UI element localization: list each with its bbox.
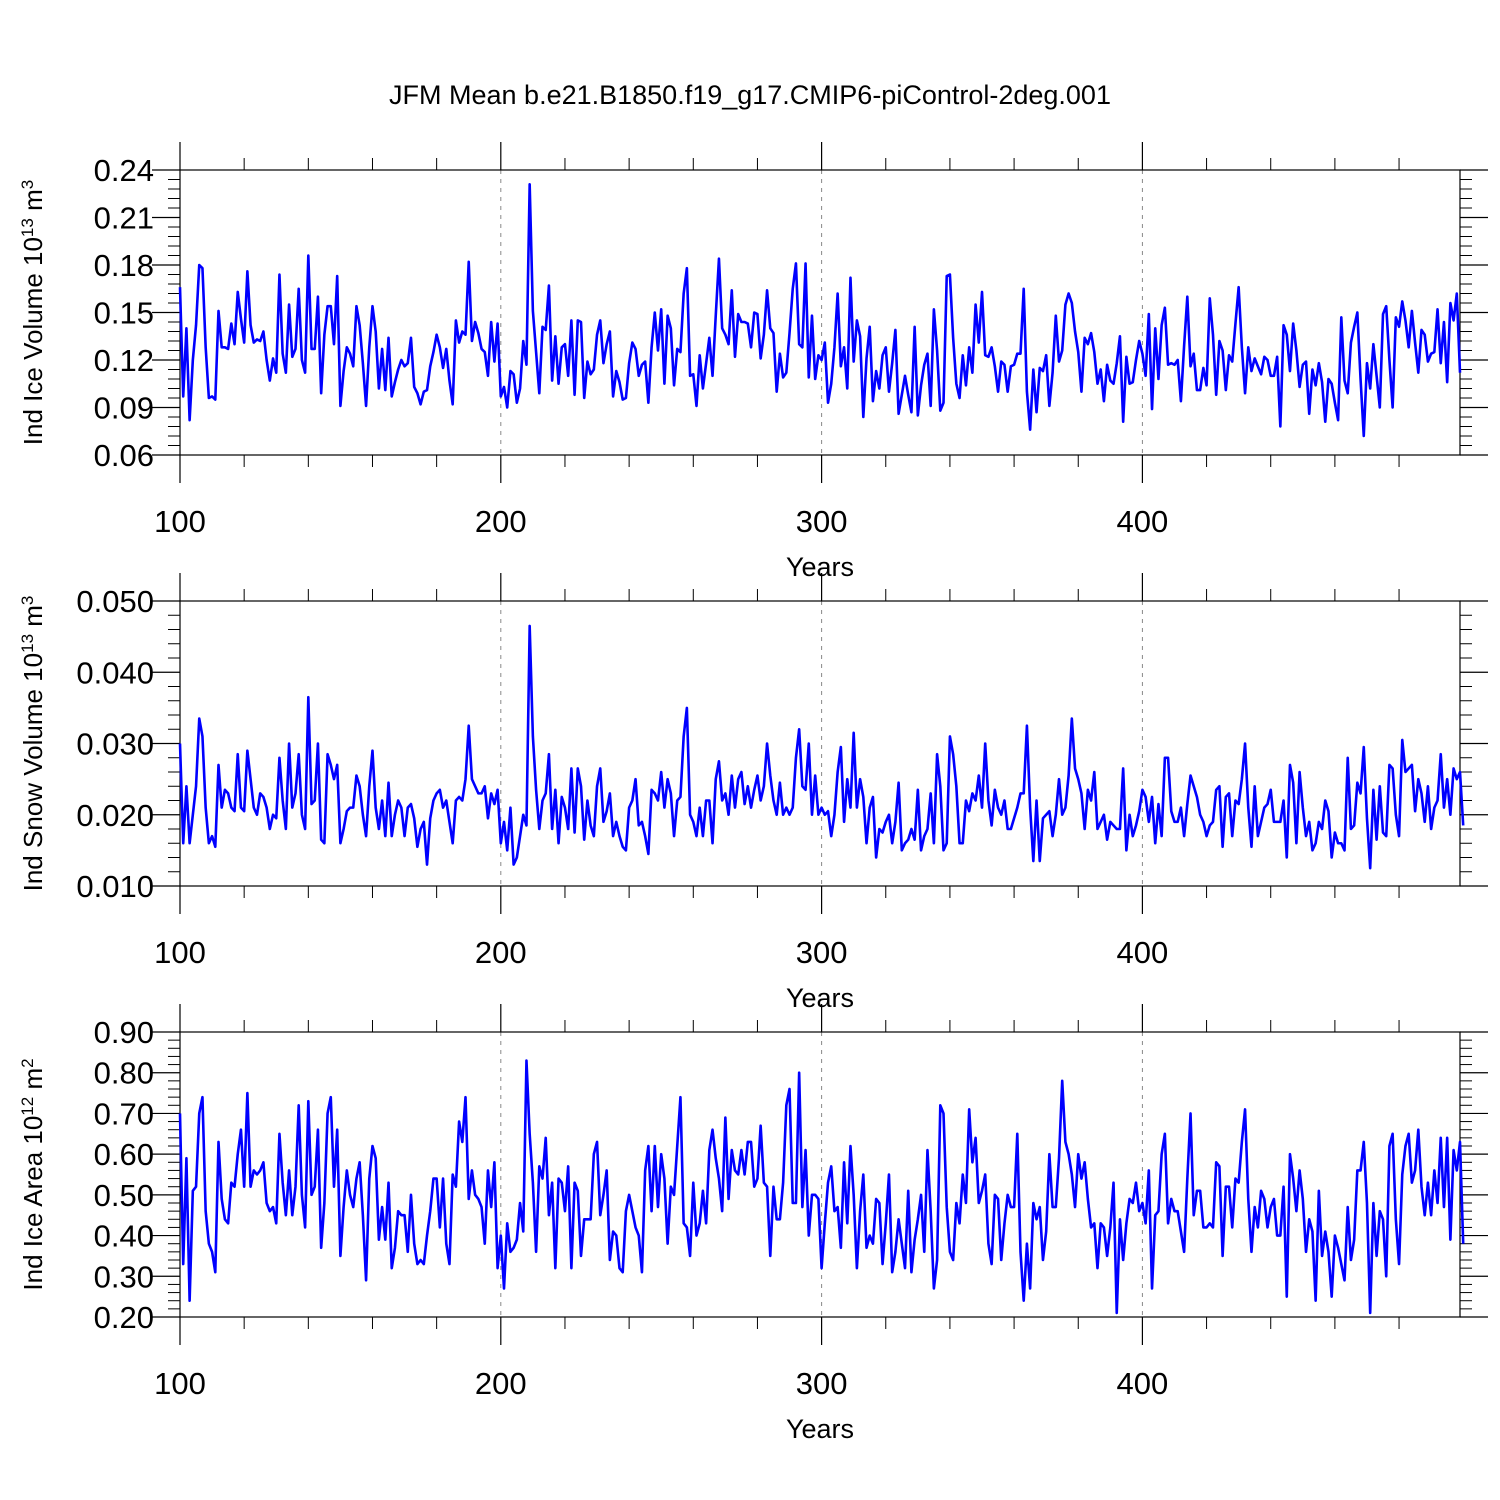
ice-volume-ytick-label-3: 0.15 <box>94 296 154 331</box>
ice-area-series-line <box>178 1059 1465 1315</box>
ice-volume-xtick-label-200: 200 <box>475 504 527 539</box>
ice-area-xtick-label-400: 400 <box>1117 1366 1169 1401</box>
snow-volume-ytick-label-2: 0.030 <box>76 727 154 762</box>
snow-volume-series-line <box>178 624 1465 870</box>
panel-ice-volume: 100 200 300 400 0.06 0.09 0.12 0.15 0.18 0.21 0.24… <box>18 142 1488 582</box>
ice-area-ytick-label-1: 0.30 <box>94 1259 154 1294</box>
snow-volume-ytick-label-1: 0.020 <box>76 798 154 833</box>
snow-volume-xaxis-title: Years <box>786 983 854 1013</box>
snow-volume-xtick-label-200: 200 <box>475 935 527 970</box>
snow-volume-yaxis-title: Ind Snow Volume 1013 m3 <box>18 596 49 892</box>
ice-area-ytick-label-2: 0.40 <box>94 1219 154 1254</box>
ice-volume-xaxis-title: Years <box>786 552 854 582</box>
snow-volume-plot-frame <box>179 600 1461 887</box>
ice-volume-ytick-label-0: 0.06 <box>94 438 154 473</box>
snow-volume-xtick-label-400: 400 <box>1117 935 1169 970</box>
ice-volume-ytick-label-4: 0.18 <box>94 248 154 283</box>
ice-area-yaxis-title: Ind Ice Area 1012 m2 <box>18 1058 49 1290</box>
panel-snow-volume: 100 200 300 400 0.010 0.020 0.030 0.040 0.050 Yea… <box>18 573 1488 1013</box>
figure-title: JFM Mean b.e21.B1850.f19_g17.CMIP6-piCon… <box>389 80 1111 110</box>
ice-volume-ytick-label-2: 0.12 <box>94 343 154 378</box>
ice-volume-xtick-label-400: 400 <box>1117 504 1169 539</box>
ice-area-xaxis-title: Years <box>786 1414 854 1444</box>
snow-volume-ytick-label-4: 0.050 <box>76 584 154 619</box>
ice-area-ytick-label-5: 0.70 <box>94 1096 154 1131</box>
ice-area-xtick-label-300: 300 <box>796 1366 848 1401</box>
ice-volume-xtick-label-100: 100 <box>154 504 206 539</box>
ice-volume-series-line <box>178 182 1462 438</box>
snow-volume-xtick-label-100: 100 <box>154 935 206 970</box>
ice-area-ytick-label-0: 0.20 <box>94 1300 154 1335</box>
ice-area-xtick-label-100: 100 <box>154 1366 206 1401</box>
ice-volume-ytick-label-6: 0.24 <box>94 153 154 188</box>
ice-volume-xtick-label-300: 300 <box>796 504 848 539</box>
ice-area-ytick-label-3: 0.50 <box>94 1178 154 1213</box>
snow-volume-xtick-label-300: 300 <box>796 935 848 970</box>
ice-area-xtick-label-200: 200 <box>475 1366 527 1401</box>
ice-volume-yaxis-title: Ind Ice Volume 1013 m3 <box>18 180 49 445</box>
ice-area-plot-frame <box>179 1031 1461 1318</box>
snow-volume-ytick-label-3: 0.040 <box>76 655 154 690</box>
ice-area-ytick-label-7: 0.90 <box>94 1015 154 1050</box>
ice-volume-ytick-label-1: 0.09 <box>94 391 154 426</box>
ice-area-ytick-label-4: 0.60 <box>94 1137 154 1172</box>
snow-volume-ytick-label-0: 0.010 <box>76 869 154 904</box>
ice-area-ytick-label-6: 0.80 <box>94 1056 154 1091</box>
panel-ice-area: 100 200 300 400 0.20 0.30 0.40 0.50 0.60 0.70 0.80… <box>18 1004 1488 1444</box>
ice-volume-ytick-label-5: 0.21 <box>94 201 154 236</box>
